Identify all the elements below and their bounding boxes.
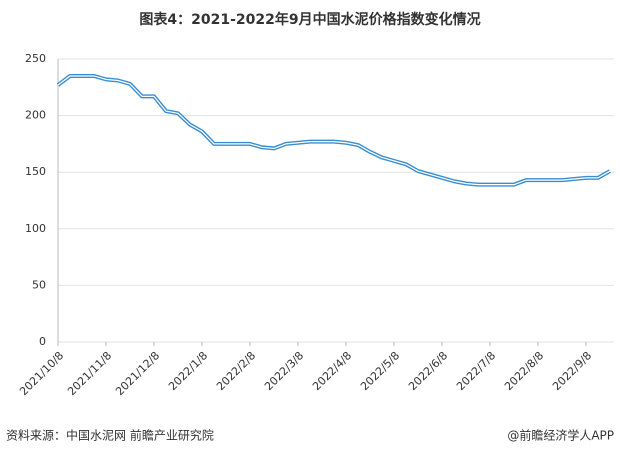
x-tick-label: 2022/3/8 [262,349,306,393]
credit: @前瞻经济学人APP [507,428,614,443]
y-tick-label: 250 [25,52,46,65]
y-tick-label: 50 [32,278,46,291]
x-tick-label: 2022/6/8 [406,349,450,393]
y-tick-label: 150 [25,165,46,178]
y-tick-label: 0 [39,335,46,348]
y-tick-label: 200 [25,109,46,122]
x-tick-label: 2022/8/8 [502,349,546,393]
x-tick-label: 2022/9/8 [550,349,594,393]
x-tick-label: 2022/1/8 [166,349,210,393]
source: 资料来源：中国水泥网 前瞻产业研究院 [6,428,214,443]
line-highlight [57,75,611,186]
x-tick-label: 2022/4/8 [310,349,354,393]
chart-title: 图表4：2021-2022年9月中国水泥价格指数变化情况 [139,11,480,28]
line [56,73,611,187]
x-tick-label: 2021/12/8 [113,349,162,398]
x-tick-label: 2021/11/8 [65,349,114,398]
x-tick-label: 2022/7/8 [454,349,498,393]
x-tick-label: 2022/2/8 [214,349,258,393]
x-tick-label: 2022/5/8 [358,349,402,393]
x-tick-label: 2021/10/8 [17,349,66,398]
y-tick-label: 100 [25,222,46,235]
